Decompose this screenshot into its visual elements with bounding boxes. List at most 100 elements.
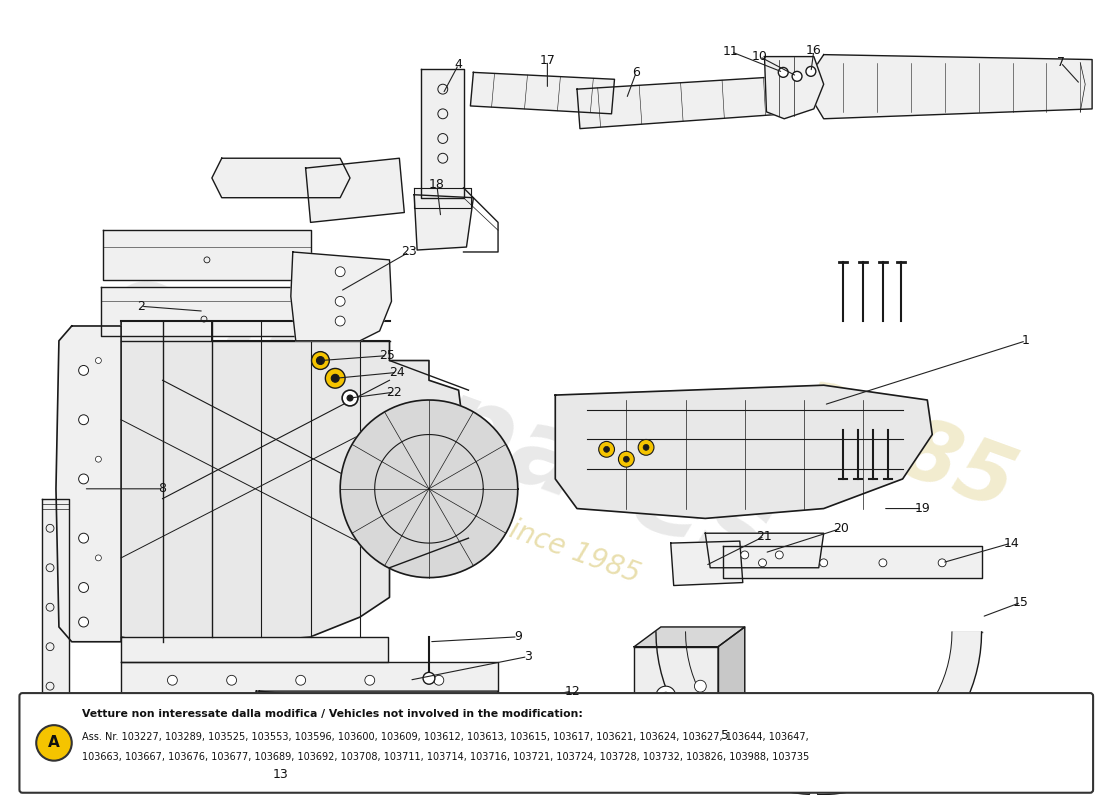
Circle shape	[79, 534, 88, 543]
Polygon shape	[260, 691, 290, 785]
Text: 6: 6	[632, 66, 640, 79]
Polygon shape	[656, 632, 981, 794]
Circle shape	[336, 316, 345, 326]
Polygon shape	[121, 662, 498, 699]
Circle shape	[644, 445, 649, 450]
Polygon shape	[121, 637, 387, 662]
Circle shape	[697, 742, 706, 749]
Text: 19: 19	[914, 502, 931, 515]
Circle shape	[79, 366, 88, 375]
Text: 16: 16	[806, 44, 822, 57]
Text: 25: 25	[379, 349, 396, 362]
Circle shape	[167, 675, 177, 685]
Circle shape	[79, 617, 88, 627]
Circle shape	[348, 395, 353, 401]
Circle shape	[331, 374, 339, 382]
Circle shape	[624, 456, 629, 462]
Polygon shape	[290, 252, 392, 341]
Circle shape	[694, 680, 706, 692]
Polygon shape	[101, 286, 307, 336]
Circle shape	[806, 66, 816, 76]
Circle shape	[879, 559, 887, 566]
Circle shape	[96, 358, 101, 363]
Text: 23: 23	[402, 246, 417, 258]
Text: 1: 1	[1022, 334, 1030, 347]
Circle shape	[938, 559, 946, 566]
Text: 10: 10	[751, 50, 768, 63]
Text: 2: 2	[136, 300, 145, 313]
Polygon shape	[723, 546, 981, 578]
Polygon shape	[812, 54, 1092, 118]
Circle shape	[96, 555, 101, 561]
Circle shape	[317, 357, 324, 365]
Circle shape	[424, 672, 434, 684]
FancyBboxPatch shape	[20, 693, 1093, 793]
Polygon shape	[306, 158, 405, 222]
Text: 17: 17	[539, 54, 556, 67]
Circle shape	[79, 582, 88, 593]
Text: 13: 13	[273, 769, 289, 782]
Circle shape	[271, 712, 278, 720]
Circle shape	[638, 439, 654, 455]
Polygon shape	[556, 385, 932, 518]
Text: 12: 12	[564, 685, 580, 698]
Circle shape	[227, 675, 236, 685]
Polygon shape	[718, 627, 745, 735]
Polygon shape	[635, 646, 718, 735]
Text: 7: 7	[1056, 56, 1065, 69]
Circle shape	[36, 725, 72, 761]
Polygon shape	[471, 72, 615, 114]
Circle shape	[662, 692, 670, 700]
Text: 11: 11	[723, 45, 739, 58]
Polygon shape	[103, 230, 310, 280]
Circle shape	[792, 71, 802, 82]
Polygon shape	[42, 498, 69, 746]
Text: 22: 22	[386, 386, 403, 398]
Circle shape	[924, 749, 932, 756]
Circle shape	[433, 675, 443, 685]
Circle shape	[656, 686, 675, 706]
Text: 18: 18	[429, 178, 444, 191]
Circle shape	[336, 266, 345, 277]
Text: eurospares: eurospares	[90, 250, 788, 590]
Circle shape	[820, 559, 827, 566]
Polygon shape	[212, 158, 350, 198]
Polygon shape	[578, 76, 786, 129]
Circle shape	[759, 559, 767, 566]
Text: 14: 14	[1003, 537, 1019, 550]
Polygon shape	[764, 57, 824, 118]
Circle shape	[604, 446, 609, 452]
Circle shape	[365, 675, 375, 685]
Circle shape	[336, 296, 345, 306]
Text: 4: 4	[454, 58, 462, 71]
Circle shape	[79, 415, 88, 425]
Text: 21: 21	[757, 530, 772, 542]
Polygon shape	[121, 321, 463, 646]
Circle shape	[395, 712, 404, 720]
Circle shape	[311, 352, 329, 370]
Circle shape	[598, 442, 615, 458]
Text: 15: 15	[1013, 596, 1028, 609]
Text: a passion for parts... since 1985: a passion for parts... since 1985	[214, 410, 644, 588]
Circle shape	[296, 675, 306, 685]
Circle shape	[810, 790, 817, 798]
Polygon shape	[705, 534, 824, 568]
Polygon shape	[340, 400, 518, 578]
Polygon shape	[635, 627, 745, 646]
Text: A: A	[48, 735, 59, 750]
Text: 24: 24	[389, 366, 405, 379]
Polygon shape	[671, 541, 742, 586]
Text: 5: 5	[720, 729, 729, 742]
Circle shape	[96, 456, 101, 462]
Text: Vetture non interessate dalla modifica / Vehicles not involved in the modificati: Vetture non interessate dalla modifica /…	[81, 709, 583, 719]
Circle shape	[327, 712, 334, 720]
Text: 9: 9	[514, 630, 521, 643]
Text: 1985: 1985	[780, 372, 1025, 527]
Circle shape	[271, 759, 278, 767]
Text: 3: 3	[524, 650, 531, 663]
Text: Ass. Nr. 103227, 103289, 103525, 103553, 103596, 103600, 103609, 103612, 103613,: Ass. Nr. 103227, 103289, 103525, 103553,…	[81, 733, 808, 742]
Polygon shape	[256, 691, 498, 754]
Circle shape	[342, 390, 358, 406]
Circle shape	[618, 451, 635, 467]
Circle shape	[271, 737, 278, 744]
